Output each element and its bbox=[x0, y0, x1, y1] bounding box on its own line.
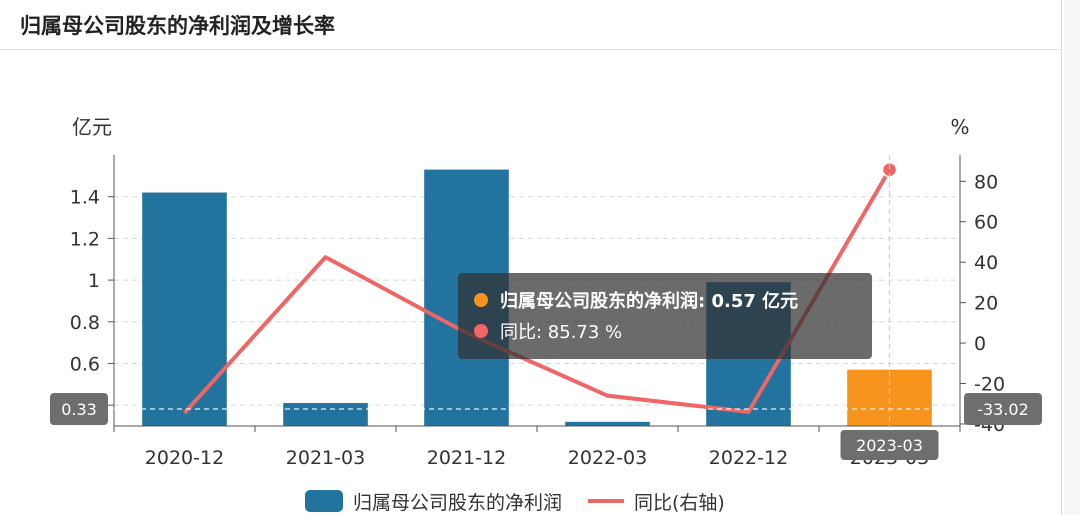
legend-bar-label[interactable]: 归属母公司股东的净利润 bbox=[353, 491, 563, 514]
panel-header: 归属母公司股东的净利润及增长率 bbox=[0, 0, 1062, 50]
bar-2022-03 bbox=[565, 421, 650, 426]
legend: 归属母公司股东的净利润 同比(右轴) bbox=[305, 488, 725, 514]
right-tick-label: -20 bbox=[974, 374, 1005, 396]
left-tick-label: 0.6 bbox=[70, 353, 100, 375]
tooltip-line-dot bbox=[474, 324, 488, 338]
pointer-x-label-bg bbox=[840, 430, 939, 460]
tooltip: 归属母公司股东的净利润: 0.57 亿元 同比: 85.73 % bbox=[458, 273, 872, 359]
x-tick-label: 2020-12 bbox=[145, 447, 224, 469]
x-tick-label: 2021-03 bbox=[286, 447, 365, 469]
pointer-left-value: 0.33 bbox=[61, 400, 97, 419]
tooltip-bar-dot bbox=[474, 293, 488, 307]
right-tick-label: 40 bbox=[974, 252, 998, 274]
bar-2021-03 bbox=[283, 403, 368, 426]
right-tick-label: 20 bbox=[974, 293, 998, 315]
right-tick-label: 60 bbox=[974, 212, 998, 234]
x-tick-label: 2022-03 bbox=[568, 447, 647, 469]
tooltip-line-value: 同比: 85.73 % bbox=[500, 322, 623, 343]
x-tick-label: 2021-12 bbox=[427, 447, 506, 469]
line-series bbox=[183, 161, 898, 415]
right-axis-unit: % bbox=[950, 115, 969, 139]
left-tick-label: 1.4 bbox=[70, 187, 100, 209]
x-tick-label: 2022-12 bbox=[709, 447, 788, 469]
axis-pointer: 0.33 -33.02 2023-03 bbox=[50, 155, 1042, 460]
pointer-x-label: 2023-03 bbox=[856, 436, 923, 455]
tooltip-bar-value: 归属母公司股东的净利润: 0.57 亿元 bbox=[500, 291, 799, 312]
right-tick-label: 80 bbox=[974, 171, 998, 193]
chart-title: 归属母公司股东的净利润及增长率 bbox=[20, 14, 335, 38]
left-axis-unit: 亿元 bbox=[72, 115, 112, 139]
growth-rate-line bbox=[183, 168, 892, 415]
legend-line-label[interactable]: 同比(右轴) bbox=[634, 491, 725, 514]
right-tick-label: 0 bbox=[974, 333, 986, 355]
scrollbar[interactable] bbox=[1064, 0, 1080, 515]
left-tick-label: 0.8 bbox=[70, 312, 100, 334]
left-tick-label: 1 bbox=[88, 270, 100, 292]
bar-2020-12 bbox=[142, 192, 227, 426]
left-tick-label: 1.2 bbox=[70, 228, 100, 250]
pointer-left-value-bg bbox=[50, 393, 108, 425]
pointer-right-value-bg bbox=[964, 393, 1042, 425]
legend-bar-swatch[interactable] bbox=[305, 490, 343, 512]
legend-line-swatch[interactable] bbox=[588, 499, 625, 503]
pointer-right-value: -33.02 bbox=[977, 400, 1029, 419]
